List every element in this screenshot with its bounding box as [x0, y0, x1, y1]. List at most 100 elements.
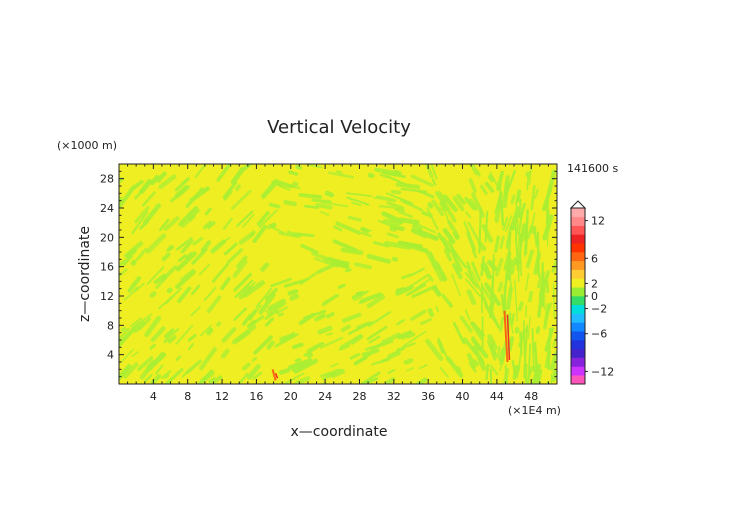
velocity-streak [466, 231, 476, 252]
velocity-streak [277, 312, 284, 317]
velocity-streak [547, 169, 557, 193]
velocity-streak [287, 358, 313, 370]
y-tick-label: 24 [100, 202, 114, 215]
velocity-streak [238, 285, 252, 300]
velocity-streak [246, 319, 256, 328]
velocity-streak [145, 233, 167, 254]
velocity-streak [206, 327, 214, 336]
velocity-streak [191, 284, 201, 296]
y-tick-label: 16 [100, 261, 114, 274]
velocity-streak [253, 335, 273, 355]
velocity-streak [158, 295, 174, 309]
velocity-striation [533, 368, 537, 384]
velocity-streak [494, 235, 500, 253]
velocity-streak [511, 257, 517, 275]
velocity-streak [509, 206, 521, 231]
velocity-streak [187, 343, 194, 351]
velocity-streak [466, 289, 477, 306]
velocity-streak [175, 324, 194, 345]
velocity-striation [509, 310, 514, 334]
velocity-streak [326, 332, 334, 336]
colorbar-swatch [571, 208, 585, 218]
velocity-streak [177, 254, 188, 262]
velocity-streak [287, 289, 299, 296]
velocity-striation [546, 210, 550, 247]
x-tick-label: 4 [150, 390, 157, 403]
velocity-streak [353, 262, 372, 270]
velocity-streak [345, 268, 352, 273]
velocity-streak [431, 178, 437, 186]
velocity-streak [220, 348, 230, 359]
velocity-streak [123, 256, 132, 266]
y-tick-label: 4 [107, 349, 114, 362]
colorbar-swatch [571, 322, 585, 332]
velocity-streak [141, 191, 156, 207]
velocity-streak [418, 364, 428, 370]
velocity-streak [199, 346, 218, 371]
velocity-streak [260, 262, 270, 272]
velocity-streak [266, 300, 287, 316]
colorbar-swatch [571, 234, 585, 244]
velocity-streak [537, 290, 544, 318]
velocity-streak [517, 352, 522, 372]
velocity-streak [494, 197, 503, 223]
velocity-streak [200, 240, 212, 253]
x-tick-label: 24 [318, 390, 332, 403]
velocity-bands [119, 164, 557, 384]
colorbar-swatch [571, 296, 585, 306]
velocity-streak [477, 356, 487, 371]
velocity-streak [389, 226, 398, 232]
colorbar-label: 0 [591, 290, 598, 303]
velocity-streak [381, 211, 404, 225]
velocity-streak [514, 326, 520, 334]
velocity-striation [533, 227, 539, 248]
velocity-streak [127, 276, 142, 293]
velocity-streak [333, 225, 343, 232]
velocity-streak [146, 266, 165, 285]
velocity-streak [293, 232, 315, 238]
velocity-streak [155, 364, 164, 375]
velocity-streak [291, 362, 306, 372]
y-tick-label: 20 [100, 231, 114, 244]
velocity-streak [158, 174, 177, 190]
velocity-streak [398, 217, 420, 225]
velocity-streak [442, 227, 456, 244]
chart-title: Vertical Velocity [267, 117, 411, 138]
velocity-streak [319, 336, 344, 349]
x-axis: 4 8 12 16 20 24 28 32 36 40 44 48 [127, 164, 549, 403]
velocity-streak [255, 287, 273, 308]
velocity-streak [131, 351, 139, 357]
velocity-striation [514, 279, 518, 322]
x-tick-label: 44 [490, 390, 504, 403]
velocity-streak [496, 346, 501, 359]
velocity-streak [163, 216, 180, 231]
velocity-streak [400, 198, 414, 206]
velocity-streak [328, 171, 355, 179]
velocity-streak [300, 243, 319, 255]
velocity-striation [480, 255, 485, 277]
velocity-streak [266, 340, 275, 350]
velocity-striation [523, 356, 527, 379]
velocity-streak [427, 274, 434, 282]
x-tick-label: 12 [215, 390, 229, 403]
velocity-streak [252, 371, 263, 380]
velocity-streak [472, 359, 480, 367]
velocity-streak [320, 368, 341, 378]
velocity-streak [468, 362, 477, 373]
velocity-streak [124, 241, 144, 259]
velocity-streak [320, 201, 349, 208]
velocity-streak [234, 372, 249, 384]
velocity-streak [530, 184, 536, 211]
x-tick-label: 28 [352, 390, 366, 403]
velocity-streak [251, 357, 258, 362]
velocity-streak [166, 287, 173, 294]
velocity-streak [484, 181, 495, 193]
velocity-streak [153, 273, 167, 285]
velocity-streak [320, 210, 330, 216]
velocity-streak [361, 231, 372, 238]
velocity-streak [425, 338, 444, 362]
velocity-streak [439, 366, 450, 378]
velocity-streak [347, 215, 362, 222]
velocity-streak [185, 252, 193, 260]
velocity-streak [276, 306, 288, 315]
